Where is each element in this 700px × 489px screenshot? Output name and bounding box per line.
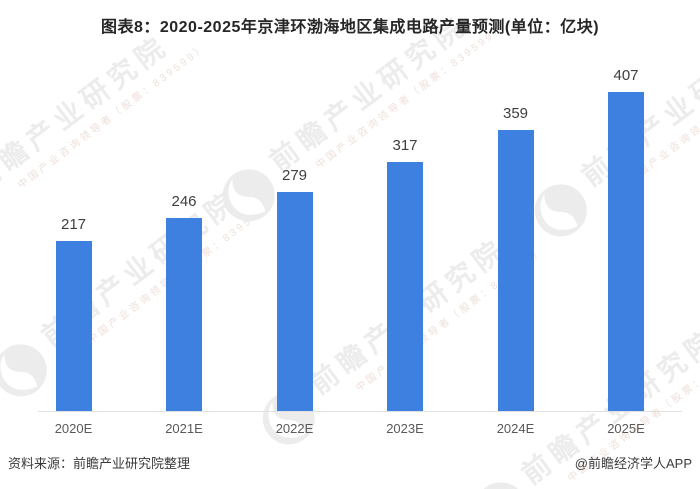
qianzhan-logo-icon <box>534 184 587 237</box>
watermark-tile: 前瞻产业研究院中国产业咨询领导者（股票：839599） <box>212 0 508 232</box>
watermark-logo-icon <box>0 334 57 407</box>
watermark-texts: 前瞻产业研究院中国产业咨询领导者（股票：839599） <box>0 12 209 211</box>
watermark-logo-icon <box>524 174 597 247</box>
bar-value-label: 217 <box>60 216 87 233</box>
x-axis-label: 2023E <box>386 421 424 436</box>
bar-2020E <box>55 241 92 411</box>
x-axis-label: 2021E <box>165 421 203 436</box>
bar-value-label: 359 <box>502 105 529 122</box>
x-axis-label: 2022E <box>275 421 314 436</box>
source-text: 资料来源：前瞻产业研究院整理 <box>8 456 191 471</box>
watermark-tile: 前瞻产业研究院中国产业咨询领导者（股票：839599） <box>0 11 210 252</box>
bar-2024E <box>497 130 534 411</box>
bar-2025E <box>608 92 644 411</box>
bar-value-label: 407 <box>613 67 639 84</box>
watermark-logo-icon <box>212 159 285 232</box>
bar-value-label: 317 <box>392 137 418 154</box>
x-axis-label: 2020E <box>54 421 93 436</box>
bar-2023E <box>387 162 423 411</box>
x-axis-label: 2025E <box>607 421 645 436</box>
x-axis-line <box>38 411 682 412</box>
bar-value-label: 279 <box>281 167 308 184</box>
qianzhan-logo-icon <box>222 169 275 222</box>
bar-2022E <box>276 192 313 411</box>
bar-2021E <box>166 218 202 411</box>
chart-title: 图表8：2020-2025年京津环渤海地区集成电路产量预测(单位：亿块) <box>100 19 600 36</box>
bar-value-label: 246 <box>171 193 197 210</box>
x-axis-label: 2024E <box>496 421 535 436</box>
credit-text: @前瞻经济学人APP <box>574 456 692 471</box>
qianzhan-logo-icon <box>0 344 47 397</box>
